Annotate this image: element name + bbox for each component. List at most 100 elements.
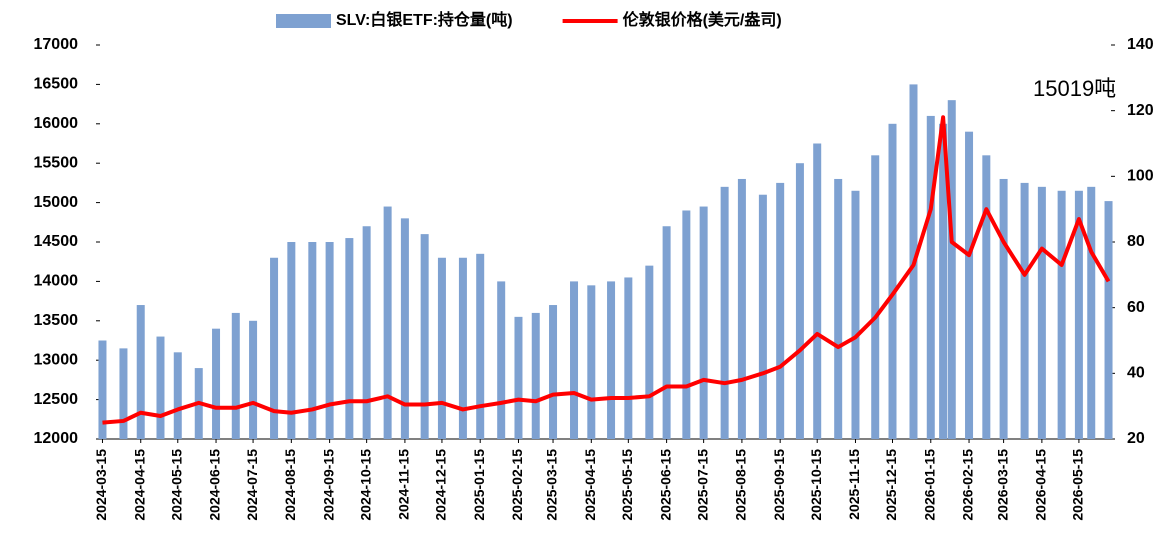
bar	[662, 226, 671, 439]
bar	[776, 182, 785, 439]
x-tick-label: 2025-02-15	[509, 449, 525, 521]
annotation: 15019吨	[1033, 76, 1116, 101]
x-tick-label: 2024-12-15	[433, 449, 449, 521]
x-tick-label: 2026-01-15	[921, 449, 937, 521]
x-tick-label: 2024-09-15	[320, 449, 336, 521]
bar	[965, 131, 974, 439]
x-tick-label: 2026-03-15	[994, 449, 1010, 521]
x-tick-label: 2026-05-15	[1070, 449, 1086, 521]
x-tick-label: 2025-09-15	[771, 449, 787, 521]
bar	[1037, 186, 1046, 439]
bar	[699, 206, 708, 439]
legend-label: SLV:白银ETF:持仓量(吨)	[336, 10, 513, 29]
bar	[173, 352, 182, 439]
bar	[98, 340, 107, 439]
bar	[682, 210, 691, 439]
y-tick-label: 12500	[34, 391, 79, 408]
x-tick-label: 2024-03-15	[93, 449, 109, 521]
y-tick-label: 16000	[34, 115, 79, 132]
bar	[531, 312, 540, 439]
y-tick-label: 13500	[34, 312, 79, 329]
x-tick-label: 2024-10-15	[357, 449, 373, 521]
bar	[926, 115, 935, 440]
bar	[851, 190, 860, 439]
x-tick-label: 2025-07-15	[694, 449, 710, 521]
bar	[1074, 190, 1083, 439]
bar	[871, 155, 880, 439]
bar	[156, 336, 165, 439]
bar	[458, 257, 467, 439]
x-tick-label: 2025-12-15	[883, 449, 899, 521]
bar	[982, 155, 991, 439]
bar	[587, 285, 596, 439]
y-tick-label: 16500	[34, 76, 79, 93]
bar	[1057, 190, 1066, 439]
y2-tick-label: 60	[1127, 299, 1145, 316]
x-tick-label: 2026-02-15	[960, 449, 976, 521]
bar	[813, 143, 822, 439]
y-tick-label: 14000	[34, 273, 79, 290]
bar	[999, 178, 1008, 439]
line	[102, 115, 1111, 425]
bar	[1104, 201, 1113, 439]
bar	[270, 257, 279, 439]
x-tick-label: 2025-04-15	[582, 449, 598, 521]
bar	[549, 305, 558, 439]
x-tick-label: 2024-06-15	[207, 449, 223, 521]
bar	[287, 242, 296, 439]
x-tick-label: 2024-04-15	[131, 449, 147, 521]
bar	[308, 242, 317, 439]
bar	[383, 206, 392, 439]
bar	[795, 163, 804, 439]
x-tick-label: 2024-05-15	[168, 449, 184, 521]
y-tick-label: 15000	[34, 194, 79, 211]
bar	[476, 253, 485, 439]
y2-tick-label: 140	[1127, 36, 1154, 53]
bar	[497, 281, 506, 439]
bar	[400, 218, 409, 439]
y-tick-label: 12000	[34, 430, 79, 447]
y-tick-label: 13000	[34, 351, 79, 368]
bar	[834, 178, 843, 439]
bar	[249, 320, 258, 439]
legend-swatch	[276, 14, 331, 28]
bar	[607, 281, 616, 439]
bar	[514, 316, 523, 439]
bar	[212, 328, 221, 439]
bar	[231, 312, 240, 439]
bar	[437, 257, 446, 439]
x-tick-label: 2024-07-15	[244, 449, 260, 521]
x-tick-label: 2025-01-15	[471, 449, 487, 521]
bar	[939, 123, 948, 440]
bar	[645, 265, 654, 439]
bar	[1020, 182, 1029, 439]
x-tick-label: 2026-04-15	[1033, 449, 1049, 521]
x-tick-label: 2024-08-15	[282, 449, 298, 521]
bar	[325, 242, 334, 439]
y2-tick-label: 80	[1127, 233, 1145, 250]
y2-tick-label: 40	[1127, 365, 1145, 382]
bar	[1087, 186, 1096, 439]
bar	[737, 178, 746, 439]
x-tick-label: 2025-03-15	[544, 449, 560, 521]
bar	[758, 194, 767, 439]
bar	[947, 100, 956, 439]
x-tick-label: 2025-08-15	[733, 449, 749, 521]
bar	[362, 226, 371, 439]
bar	[888, 123, 897, 440]
bar	[570, 281, 579, 439]
x-tick-label: 2025-11-15	[846, 449, 862, 520]
y-tick-label: 15500	[34, 154, 79, 171]
y2-tick-label: 100	[1127, 168, 1154, 185]
y2-tick-label: 20	[1127, 430, 1145, 447]
x-tick-label: 2025-06-15	[657, 449, 673, 521]
bar	[720, 186, 729, 439]
bar	[624, 277, 633, 439]
y-tick-label: 14500	[34, 233, 79, 250]
x-tick-label: 2025-05-15	[619, 449, 635, 521]
bar	[136, 305, 145, 439]
x-tick-label: 2025-10-15	[808, 449, 824, 521]
bar	[345, 238, 354, 439]
y2-tick-label: 120	[1127, 102, 1154, 119]
